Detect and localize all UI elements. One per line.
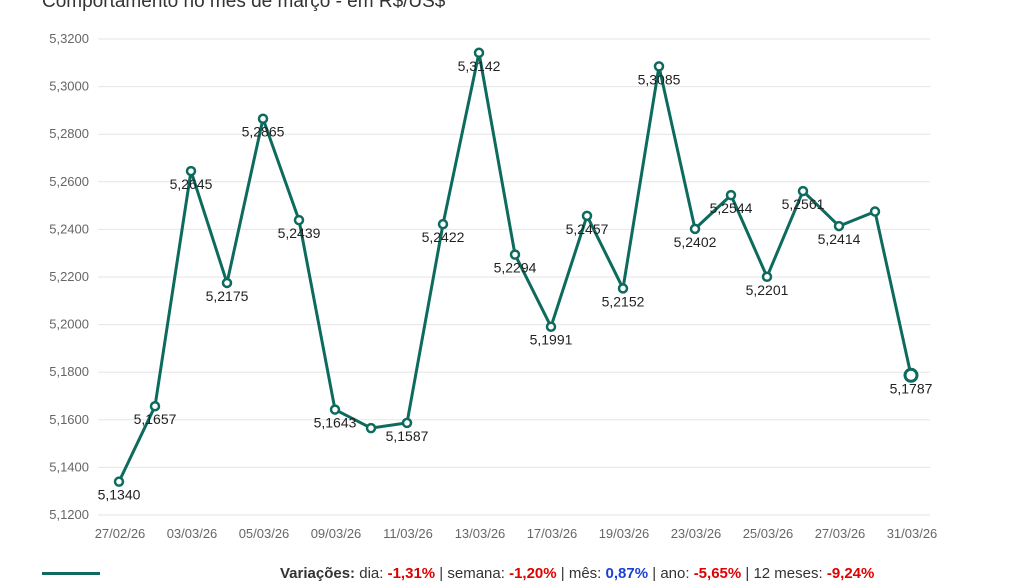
gridlines (98, 38, 930, 516)
data-label: 5,3142 (458, 58, 501, 74)
y-tick-label: 5,2200 (49, 269, 89, 284)
variation-12-months: 12 meses: -9,24% (753, 565, 875, 582)
data-point (293, 214, 305, 226)
variation-week: semana: -1,20% (447, 565, 557, 582)
x-axis: 27/02/26 03/03/26 05/03/26 09/03/26 11/03/26… (95, 526, 938, 541)
x-tick-label: 03/03/26 (167, 526, 218, 541)
variation-month: mês: 0,87% (568, 565, 649, 582)
data-label: 5,2402 (674, 234, 717, 250)
y-tick-label: 5,3200 (49, 31, 89, 46)
data-label: 5,2201 (746, 282, 789, 298)
data-label: 5,2175 (206, 288, 249, 304)
data-label: 5,1787 (890, 380, 933, 396)
variation-year: ano: -5,65% (660, 565, 742, 582)
y-tick-label: 5,2600 (49, 174, 89, 189)
data-point (365, 422, 377, 434)
y-tick-label: 5,1400 (49, 459, 89, 474)
data-label: 5,2414 (818, 231, 861, 247)
data-label: 5,2439 (278, 225, 321, 241)
data-label: 5,1657 (134, 411, 177, 427)
data-points (113, 47, 919, 487)
y-tick-label: 5,2000 (49, 317, 89, 332)
data-point (257, 113, 269, 124)
data-point (509, 249, 521, 260)
variation-day: dia: -1,31% (359, 565, 436, 582)
y-tick-label: 5,2800 (49, 126, 89, 141)
data-label: 5,2544 (710, 200, 753, 216)
logo (42, 572, 100, 575)
data-label: 5,3085 (638, 71, 681, 87)
y-axis: 5,1200 5,1400 5,1600 5,1800 5,2000 5,2200 5,24… (49, 31, 89, 522)
y-tick-label: 5,1600 (49, 412, 89, 427)
y-tick-label: 5,2400 (49, 221, 89, 236)
data-label: 5,1587 (386, 428, 429, 444)
x-tick-label: 27/03/26 (815, 526, 866, 541)
x-tick-label: 17/03/26 (527, 526, 578, 541)
data-label: 5,2865 (242, 124, 285, 140)
y-tick-label: 5,3000 (49, 79, 89, 94)
y-tick-label: 5,1200 (49, 507, 89, 522)
data-point (903, 367, 919, 383)
data-point (473, 47, 485, 59)
data-label: 5,2152 (602, 293, 645, 309)
data-point (185, 165, 197, 177)
data-label: 5,2457 (566, 221, 609, 237)
data-point (725, 189, 737, 201)
data-point (113, 476, 125, 487)
x-tick-label: 11/03/26 (383, 526, 433, 541)
data-point (221, 277, 233, 289)
data-label: 5,2422 (422, 229, 465, 245)
x-tick-label: 27/02/26 (95, 526, 146, 541)
data-point (797, 185, 809, 197)
x-tick-label: 09/03/26 (311, 526, 362, 541)
data-label: 5,1991 (530, 332, 573, 348)
data-point (329, 404, 341, 415)
chart-title: Comportamento no mês de março - em R$/US… (42, 0, 446, 12)
data-label: 5,2294 (494, 260, 537, 276)
data-point (689, 223, 701, 235)
data-label: 5,1340 (98, 487, 141, 503)
variations-label: Variações: (280, 565, 356, 582)
data-point (437, 218, 449, 230)
data-point (149, 400, 161, 412)
data-point (761, 271, 773, 283)
data-point (869, 206, 881, 217)
y-tick-label: 5,1800 (49, 364, 89, 379)
data-point (401, 417, 413, 429)
x-tick-label: 13/03/26 (455, 526, 506, 541)
x-tick-label: 31/03/26 (887, 526, 938, 541)
data-point (653, 61, 665, 72)
data-label: 5,1643 (314, 415, 357, 431)
data-point (581, 210, 593, 222)
data-point (617, 283, 629, 294)
variations-footer: Variações: dia: -1,31% | semana: -1,20% … (280, 565, 875, 582)
data-labels: 5,1340 5,1657 5,2645 5,2175 5,2865 5,2439 5,16… (98, 58, 933, 503)
x-tick-label: 05/03/26 (239, 526, 290, 541)
x-tick-label: 23/03/26 (671, 526, 722, 541)
data-point (833, 220, 845, 232)
x-tick-label: 19/03/26 (599, 526, 650, 541)
x-tick-label: 25/03/26 (743, 526, 794, 541)
data-point (545, 321, 557, 332)
data-label: 5,2645 (170, 176, 213, 192)
data-label: 5,2561 (782, 196, 825, 212)
